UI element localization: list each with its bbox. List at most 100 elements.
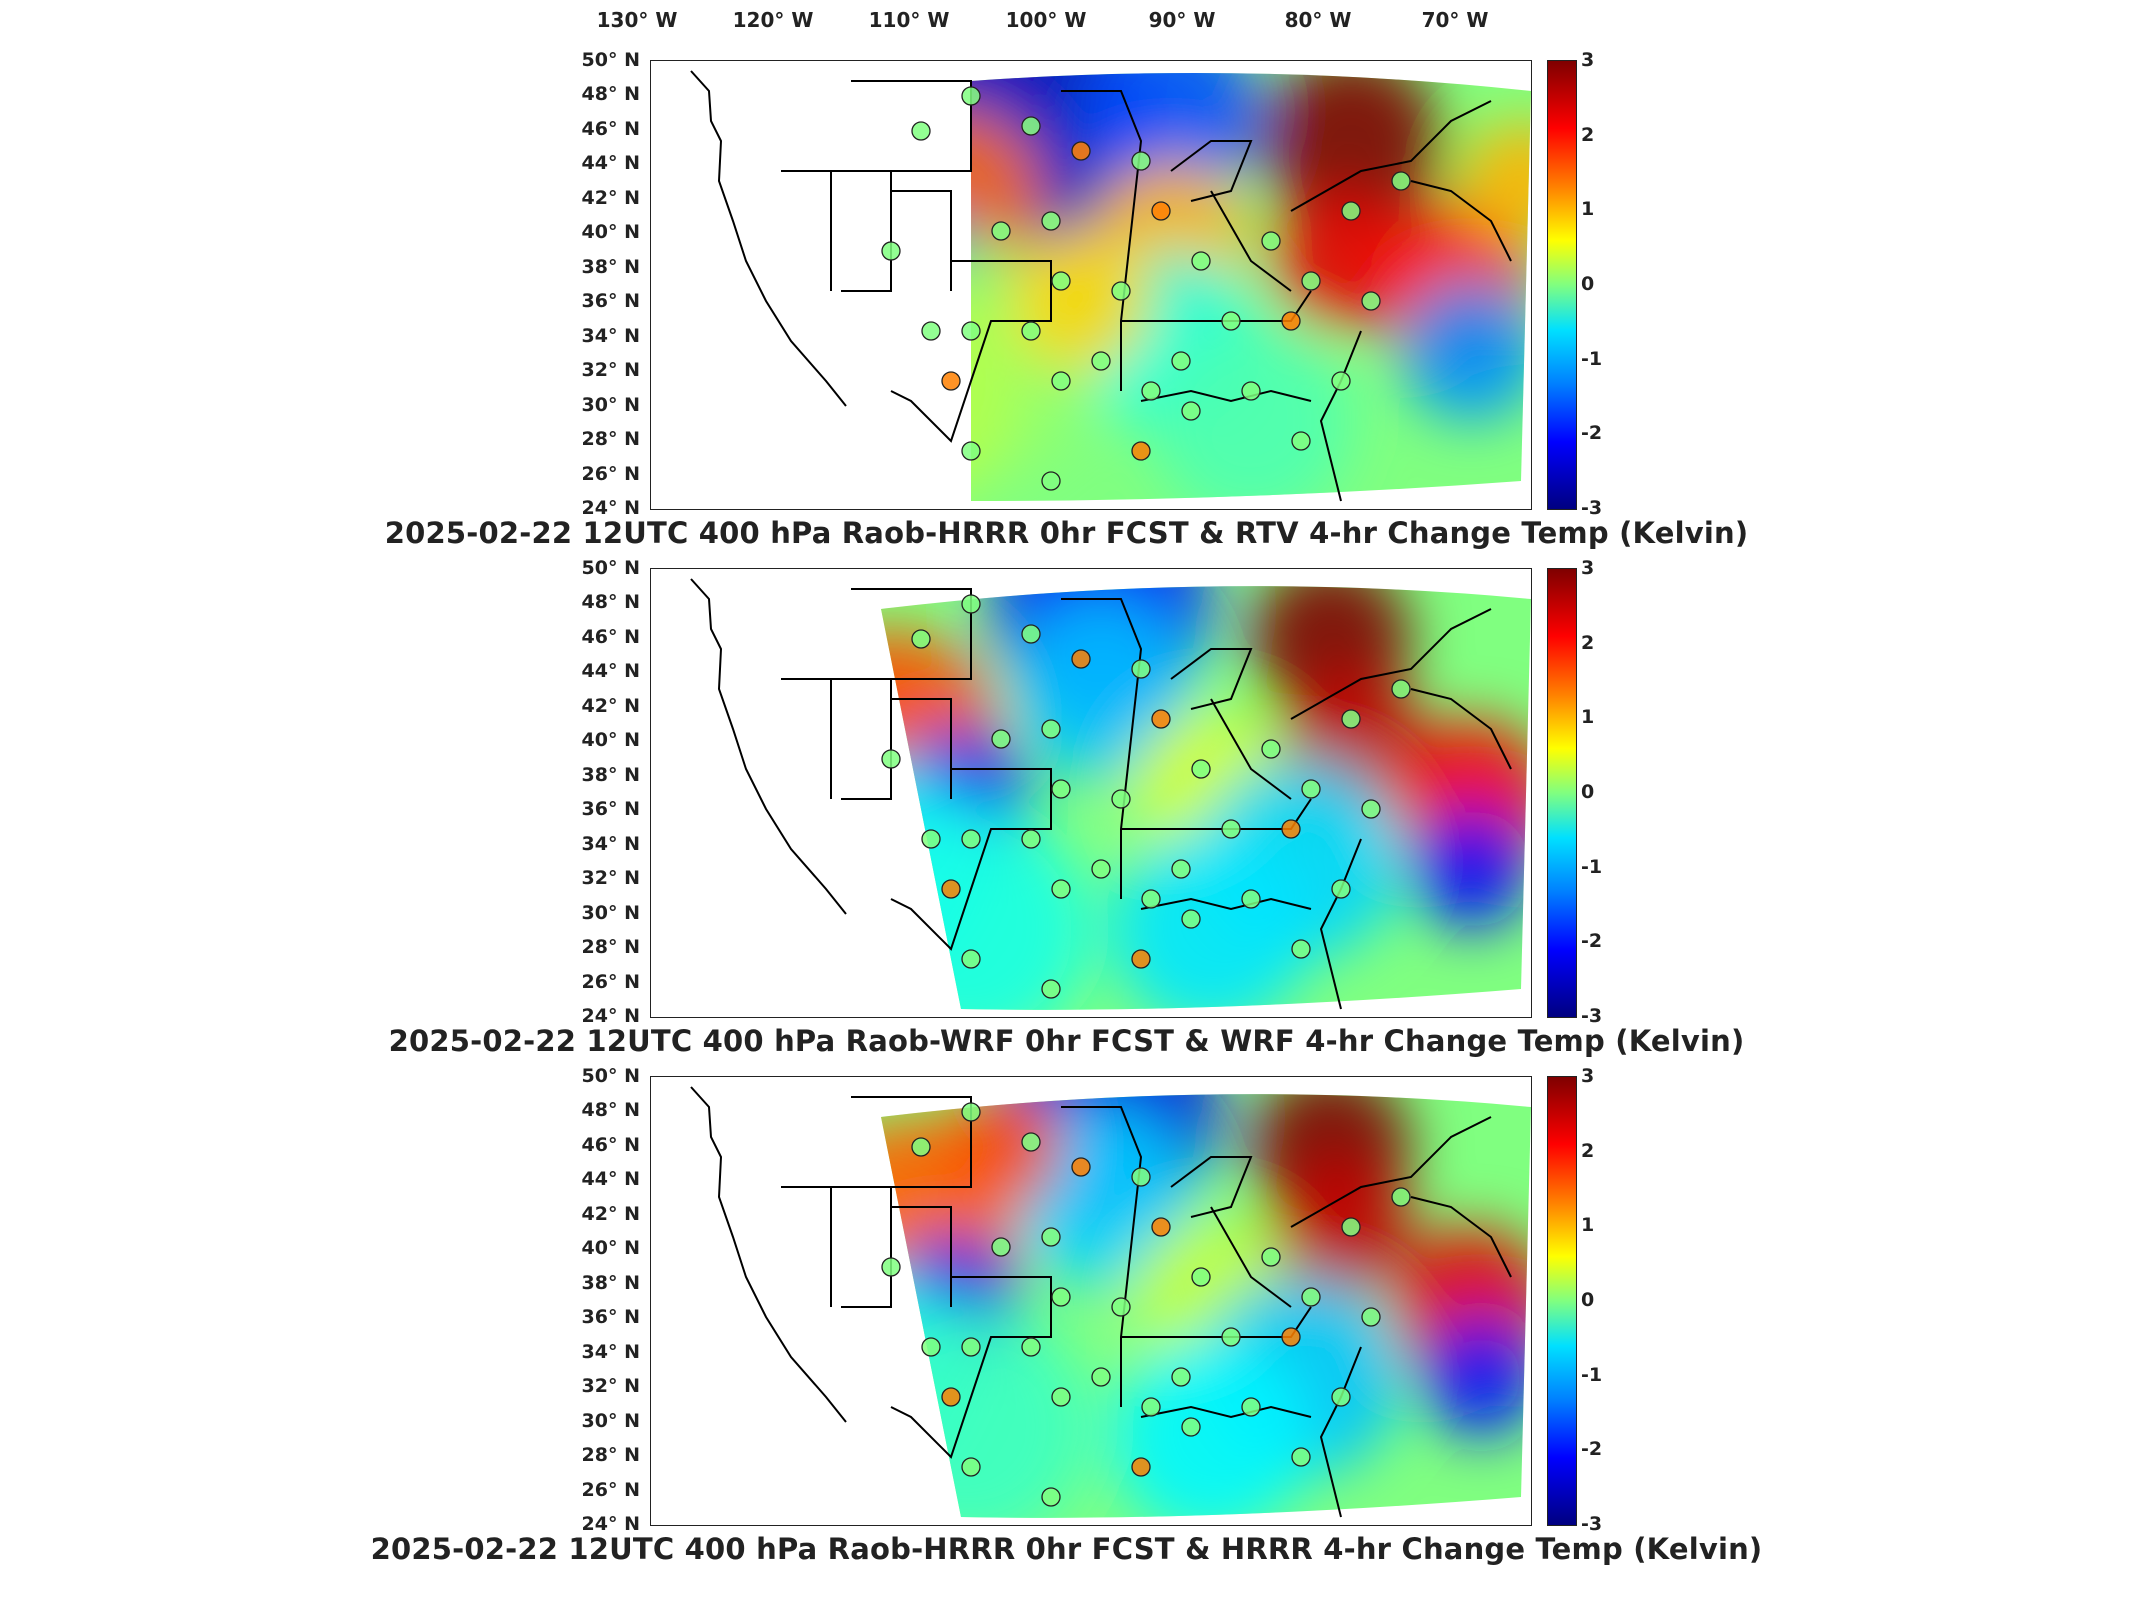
raob-station-marker <box>1021 624 1041 644</box>
raob-station-marker <box>1111 1297 1131 1317</box>
raob-stations <box>881 86 1411 491</box>
raob-station-marker <box>1391 1187 1411 1207</box>
colorbar-tick-label: -2 <box>1581 930 1603 953</box>
raob-station-marker <box>1241 889 1261 909</box>
temperature-field <box>881 1094 1531 1518</box>
raob-station-marker <box>1091 859 1111 879</box>
raob-station-marker <box>1051 1287 1071 1307</box>
latitude-tick-label: 32° N <box>581 1375 640 1398</box>
raob-station-marker <box>991 221 1011 241</box>
latitude-tick-label: 34° N <box>581 1340 640 1363</box>
colorbar-tick-label: -1 <box>1581 855 1603 878</box>
colorbar-tick-label: 0 <box>1581 781 1595 803</box>
colorbar-tick-label: 3 <box>1581 49 1595 71</box>
colorbar <box>1547 1076 1577 1526</box>
latitude-tick-label: 40° N <box>581 221 640 244</box>
raob-station-marker <box>1221 819 1241 839</box>
colorbar-tick-label: 1 <box>1581 706 1595 729</box>
state-boundaries <box>690 578 1512 1010</box>
raob-station-marker <box>941 371 961 391</box>
latitude-tick-label: 26° N <box>581 462 640 485</box>
latitude-tick-label: 48° N <box>581 1099 640 1122</box>
raob-station-marker <box>1071 649 1091 669</box>
raob-station-marker <box>1171 351 1191 371</box>
latitude-tick-label: 50° N <box>581 49 640 71</box>
raob-station-marker <box>1041 719 1061 739</box>
raob-station-marker <box>961 1457 981 1477</box>
raob-station-marker <box>1051 779 1071 799</box>
raob-station-marker <box>1141 1397 1161 1417</box>
colorbar <box>1547 60 1577 510</box>
latitude-tick-label: 30° N <box>581 901 640 924</box>
latitude-tick-label: 34° N <box>581 832 640 855</box>
raob-station-marker <box>1331 879 1351 899</box>
raob-station-marker <box>1141 381 1161 401</box>
latitude-tick-label: 24° N <box>581 1005 640 1027</box>
raob-station-marker <box>921 321 941 341</box>
raob-station-marker <box>1281 819 1301 839</box>
raob-station-marker <box>1021 1132 1041 1152</box>
raob-station-marker <box>1041 979 1061 999</box>
colorbar <box>1547 568 1577 1018</box>
latitude-tick-label: 40° N <box>581 1237 640 1260</box>
raob-station-marker <box>961 321 981 341</box>
raob-station-marker <box>1131 949 1151 969</box>
latitude-tick-label: 42° N <box>581 1202 640 1225</box>
raob-station-marker <box>1301 271 1321 291</box>
raob-station-marker <box>1241 381 1261 401</box>
latitude-tick-label: 42° N <box>581 694 640 717</box>
raob-station-marker <box>1131 1457 1151 1477</box>
longitude-tick-label: 90° W <box>1148 8 1216 32</box>
longitude-tick-label: 110° W <box>868 8 950 32</box>
raob-station-marker <box>1361 291 1381 311</box>
latitude-tick-label: 28° N <box>581 428 640 451</box>
colorbar-tick-label: -3 <box>1581 497 1603 519</box>
raob-station-marker <box>1181 909 1201 929</box>
raob-station-marker <box>1331 1387 1351 1407</box>
raob-station-marker <box>961 829 981 849</box>
raob-station-marker <box>1151 709 1171 729</box>
raob-station-marker <box>911 1137 931 1157</box>
latitude-tick-label: 36° N <box>581 290 640 313</box>
latitude-tick-label: 32° N <box>581 359 640 382</box>
latitude-tick-label: 40° N <box>581 729 640 752</box>
raob-station-marker <box>1021 321 1041 341</box>
raob-station-marker <box>1071 141 1091 161</box>
raob-station-marker <box>1301 1287 1321 1307</box>
raob-station-marker <box>1131 659 1151 679</box>
raob-stations <box>881 594 1411 999</box>
map-plot-area <box>650 60 1532 510</box>
colorbar-tick-label: 0 <box>1581 1289 1595 1311</box>
raob-station-marker <box>1041 471 1061 491</box>
raob-station-marker <box>1051 1387 1071 1407</box>
raob-station-marker <box>941 1387 961 1407</box>
map-plot-area <box>650 568 1532 1018</box>
colorbar-tick-label: 2 <box>1581 1139 1595 1162</box>
latitude-tick-label: 28° N <box>581 1444 640 1467</box>
latitude-tick-label: 44° N <box>581 1168 640 1191</box>
temperature-change-map <box>690 1086 1531 1518</box>
latitude-tick-label: 38° N <box>581 1271 640 1294</box>
raob-station-marker <box>961 86 981 106</box>
raob-station-marker <box>1091 1367 1111 1387</box>
raob-station-marker <box>1151 201 1171 221</box>
raob-station-marker <box>961 949 981 969</box>
raob-station-marker <box>1341 1217 1361 1237</box>
raob-station-marker <box>1151 1217 1171 1237</box>
temperature-field <box>881 586 1531 1010</box>
raob-station-marker <box>881 749 901 769</box>
raob-station-marker <box>1341 709 1361 729</box>
temperature-change-map <box>690 70 1531 502</box>
raob-station-marker <box>1281 311 1301 331</box>
colorbar-tick-label: -3 <box>1581 1005 1603 1027</box>
raob-station-marker <box>941 879 961 899</box>
raob-station-marker <box>961 1102 981 1122</box>
colorbar-tick-label: 3 <box>1581 557 1595 579</box>
temperature-field <box>971 73 1531 501</box>
raob-station-marker <box>1191 1267 1211 1287</box>
latitude-tick-label: 30° N <box>581 1409 640 1432</box>
raob-station-marker <box>1331 371 1351 391</box>
latitude-tick-label: 46° N <box>581 117 640 140</box>
raob-station-marker <box>1171 1367 1191 1387</box>
